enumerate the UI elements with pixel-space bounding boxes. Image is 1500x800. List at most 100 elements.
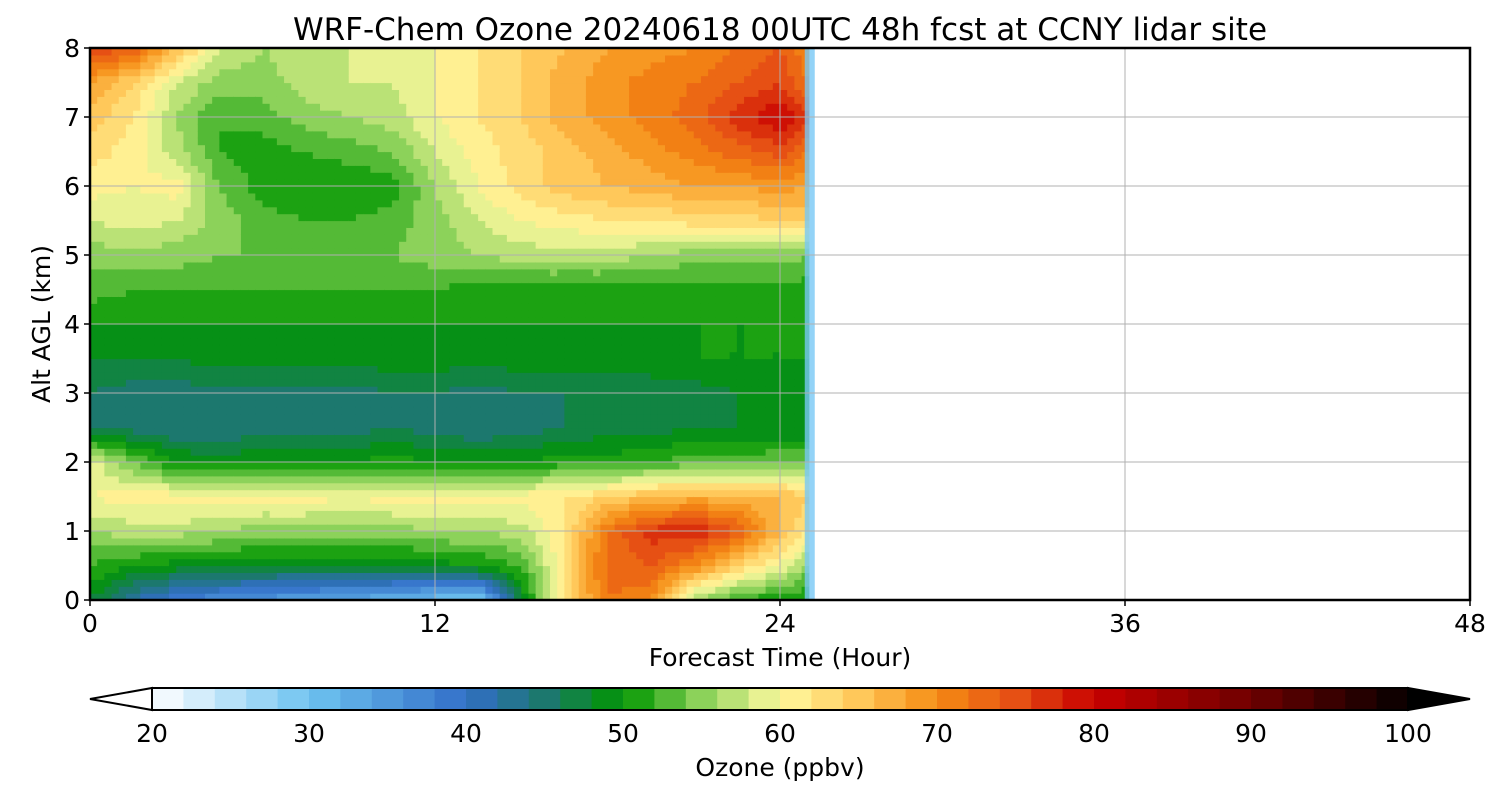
heatmap-cell xyxy=(97,593,105,601)
heatmap-cell xyxy=(528,275,537,284)
heatmap-cell xyxy=(190,324,199,332)
heatmap-cell xyxy=(240,241,249,249)
heatmap-cell xyxy=(463,96,472,104)
heatmap-cell xyxy=(305,48,314,56)
heatmap-cell xyxy=(183,310,192,318)
heatmap-cell xyxy=(147,158,156,166)
heatmap-cell xyxy=(226,441,235,449)
heatmap-cell xyxy=(205,337,213,346)
heatmap-cell xyxy=(161,248,170,256)
heatmap-cell xyxy=(262,593,271,601)
heatmap-cell xyxy=(327,386,335,394)
heatmap-cell xyxy=(348,89,357,97)
heatmap-cell xyxy=(169,572,177,580)
heatmap-cell xyxy=(377,448,386,456)
heatmap-cell xyxy=(276,358,285,366)
heatmap-cell xyxy=(442,137,450,146)
heatmap-cell xyxy=(140,165,149,173)
heatmap-cell xyxy=(140,137,149,146)
heatmap-cell xyxy=(133,544,141,553)
heatmap-cell xyxy=(399,448,407,456)
heatmap-cell xyxy=(240,165,249,173)
heatmap-cell xyxy=(284,172,292,180)
heatmap-cell xyxy=(341,399,350,408)
heatmap-cell xyxy=(514,75,522,84)
heatmap-cell xyxy=(370,268,379,277)
heatmap-cell xyxy=(125,475,134,484)
heatmap-cell xyxy=(334,248,343,256)
heatmap-cell xyxy=(442,565,450,573)
heatmap-cell xyxy=(276,482,285,491)
heatmap-cell xyxy=(190,455,199,463)
heatmap-cell xyxy=(370,399,379,408)
heatmap-cell xyxy=(97,434,105,442)
heatmap-cell xyxy=(176,282,185,291)
heatmap-cell xyxy=(435,358,443,366)
heatmap-cell xyxy=(449,593,458,601)
heatmap-cell xyxy=(140,317,149,325)
heatmap-cell xyxy=(176,310,185,318)
heatmap-cell xyxy=(298,317,307,325)
heatmap-cell xyxy=(435,130,443,139)
heatmap-cell xyxy=(298,137,307,146)
heatmap-cell xyxy=(478,344,486,353)
heatmap-cell xyxy=(377,365,386,373)
heatmap-cell xyxy=(240,289,249,297)
heatmap-cell xyxy=(233,137,242,146)
heatmap-cell xyxy=(219,324,228,332)
heatmap-cell xyxy=(449,544,458,553)
heatmap-cell xyxy=(406,248,415,256)
heatmap-cell xyxy=(528,289,537,297)
heatmap-cell xyxy=(169,179,177,187)
heatmap-cell xyxy=(348,82,357,90)
heatmap-cell xyxy=(276,503,285,511)
heatmap-cell xyxy=(291,379,300,387)
heatmap-cell xyxy=(248,261,256,270)
heatmap-cell xyxy=(406,427,415,435)
heatmap-cell xyxy=(327,234,335,242)
heatmap-cell xyxy=(205,199,213,208)
heatmap-cell xyxy=(205,317,213,325)
heatmap-cell xyxy=(111,310,120,318)
heatmap-cell xyxy=(118,103,127,111)
heatmap-cell xyxy=(291,165,300,173)
heatmap-cell xyxy=(262,213,271,222)
heatmap-cell xyxy=(169,379,177,387)
heatmap-cell xyxy=(528,358,537,366)
heatmap-cell xyxy=(320,248,328,256)
heatmap-cell xyxy=(133,572,141,580)
heatmap-cell xyxy=(413,54,422,63)
heatmap-cell xyxy=(269,82,278,90)
heatmap-cell xyxy=(463,420,472,429)
heatmap-cell xyxy=(449,117,458,125)
heatmap-cell xyxy=(118,572,127,580)
heatmap-cell xyxy=(499,282,508,291)
heatmap-cell xyxy=(377,324,386,332)
heatmap-cell xyxy=(463,275,472,284)
heatmap-cell xyxy=(161,144,170,153)
heatmap-cell xyxy=(269,351,278,360)
heatmap-cell xyxy=(269,144,278,153)
heatmap-cell xyxy=(406,517,415,525)
heatmap-cell xyxy=(226,358,235,366)
heatmap-cell xyxy=(183,199,192,208)
heatmap-cell xyxy=(470,579,479,587)
heatmap-cell xyxy=(248,399,256,408)
heatmap-cell xyxy=(212,82,220,90)
heatmap-cell xyxy=(485,455,494,463)
heatmap-cell xyxy=(442,510,450,518)
heatmap-cell xyxy=(456,123,465,132)
heatmap-cell xyxy=(197,268,206,277)
heatmap-cell xyxy=(427,565,436,573)
heatmap-cell xyxy=(341,144,350,153)
heatmap-cell xyxy=(377,593,386,601)
heatmap-cell xyxy=(384,524,393,532)
heatmap-cell xyxy=(298,103,307,111)
heatmap-cell xyxy=(125,324,134,332)
heatmap-cell xyxy=(205,54,213,63)
heatmap-cell xyxy=(161,103,170,111)
heatmap-cell xyxy=(183,393,192,401)
heatmap-cell xyxy=(442,179,450,187)
heatmap-cell xyxy=(183,172,192,180)
heatmap-cell xyxy=(176,551,185,560)
